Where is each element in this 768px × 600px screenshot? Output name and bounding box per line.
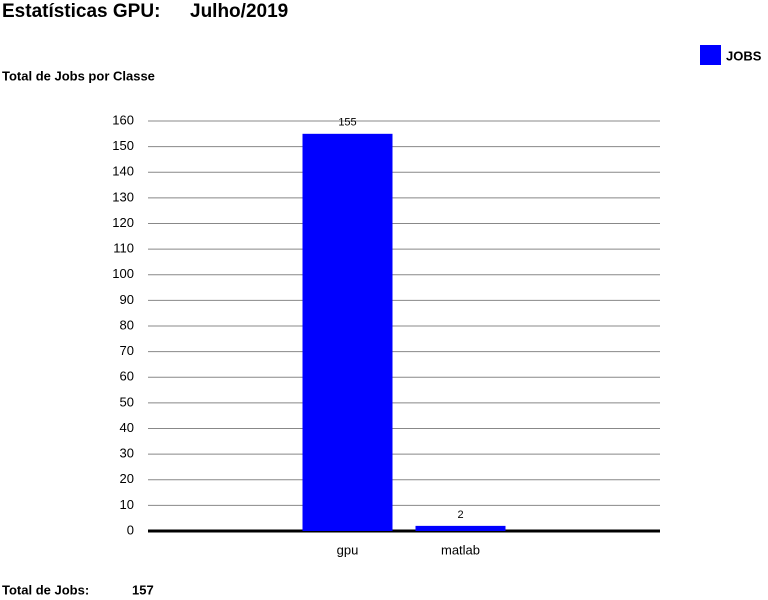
y-tick-label: 160 (112, 112, 134, 127)
footer-value: 157 (132, 582, 154, 597)
y-tick-label: 80 (120, 317, 134, 332)
value-label: 2 (457, 509, 463, 521)
footer-label: Total de Jobs: (2, 582, 89, 597)
y-tick-label: 90 (120, 292, 134, 307)
y-tick-label: 0 (127, 522, 134, 537)
y-tick-label: 40 (120, 420, 134, 435)
x-tick-label: matlab (441, 542, 480, 557)
chart-title: Estatísticas GPU: (2, 1, 160, 22)
y-tick-label: 130 (112, 189, 134, 204)
y-tick-label: 30 (120, 446, 134, 461)
y-tick-label: 100 (112, 266, 134, 281)
y-tick-label: 10 (120, 497, 134, 512)
y-tick-label: 70 (120, 343, 134, 358)
x-tick-label: gpu (337, 542, 359, 557)
y-tick-label: 140 (112, 164, 134, 179)
legend-label: JOBS (726, 48, 762, 63)
y-tick-label: 150 (112, 138, 134, 153)
y-tick-label: 120 (112, 215, 134, 230)
y-tick-label: 60 (120, 369, 134, 384)
chart-subtitle: Julho/2019 (190, 1, 288, 22)
bar (302, 133, 393, 531)
y-axis-title: Total de Jobs por Classe (2, 68, 155, 83)
y-tick-label: 20 (120, 471, 134, 486)
y-tick-label: 50 (120, 394, 134, 409)
legend-swatch (700, 45, 721, 65)
bar (415, 525, 506, 531)
y-tick-label: 110 (113, 241, 134, 256)
value-label: 155 (338, 117, 356, 129)
